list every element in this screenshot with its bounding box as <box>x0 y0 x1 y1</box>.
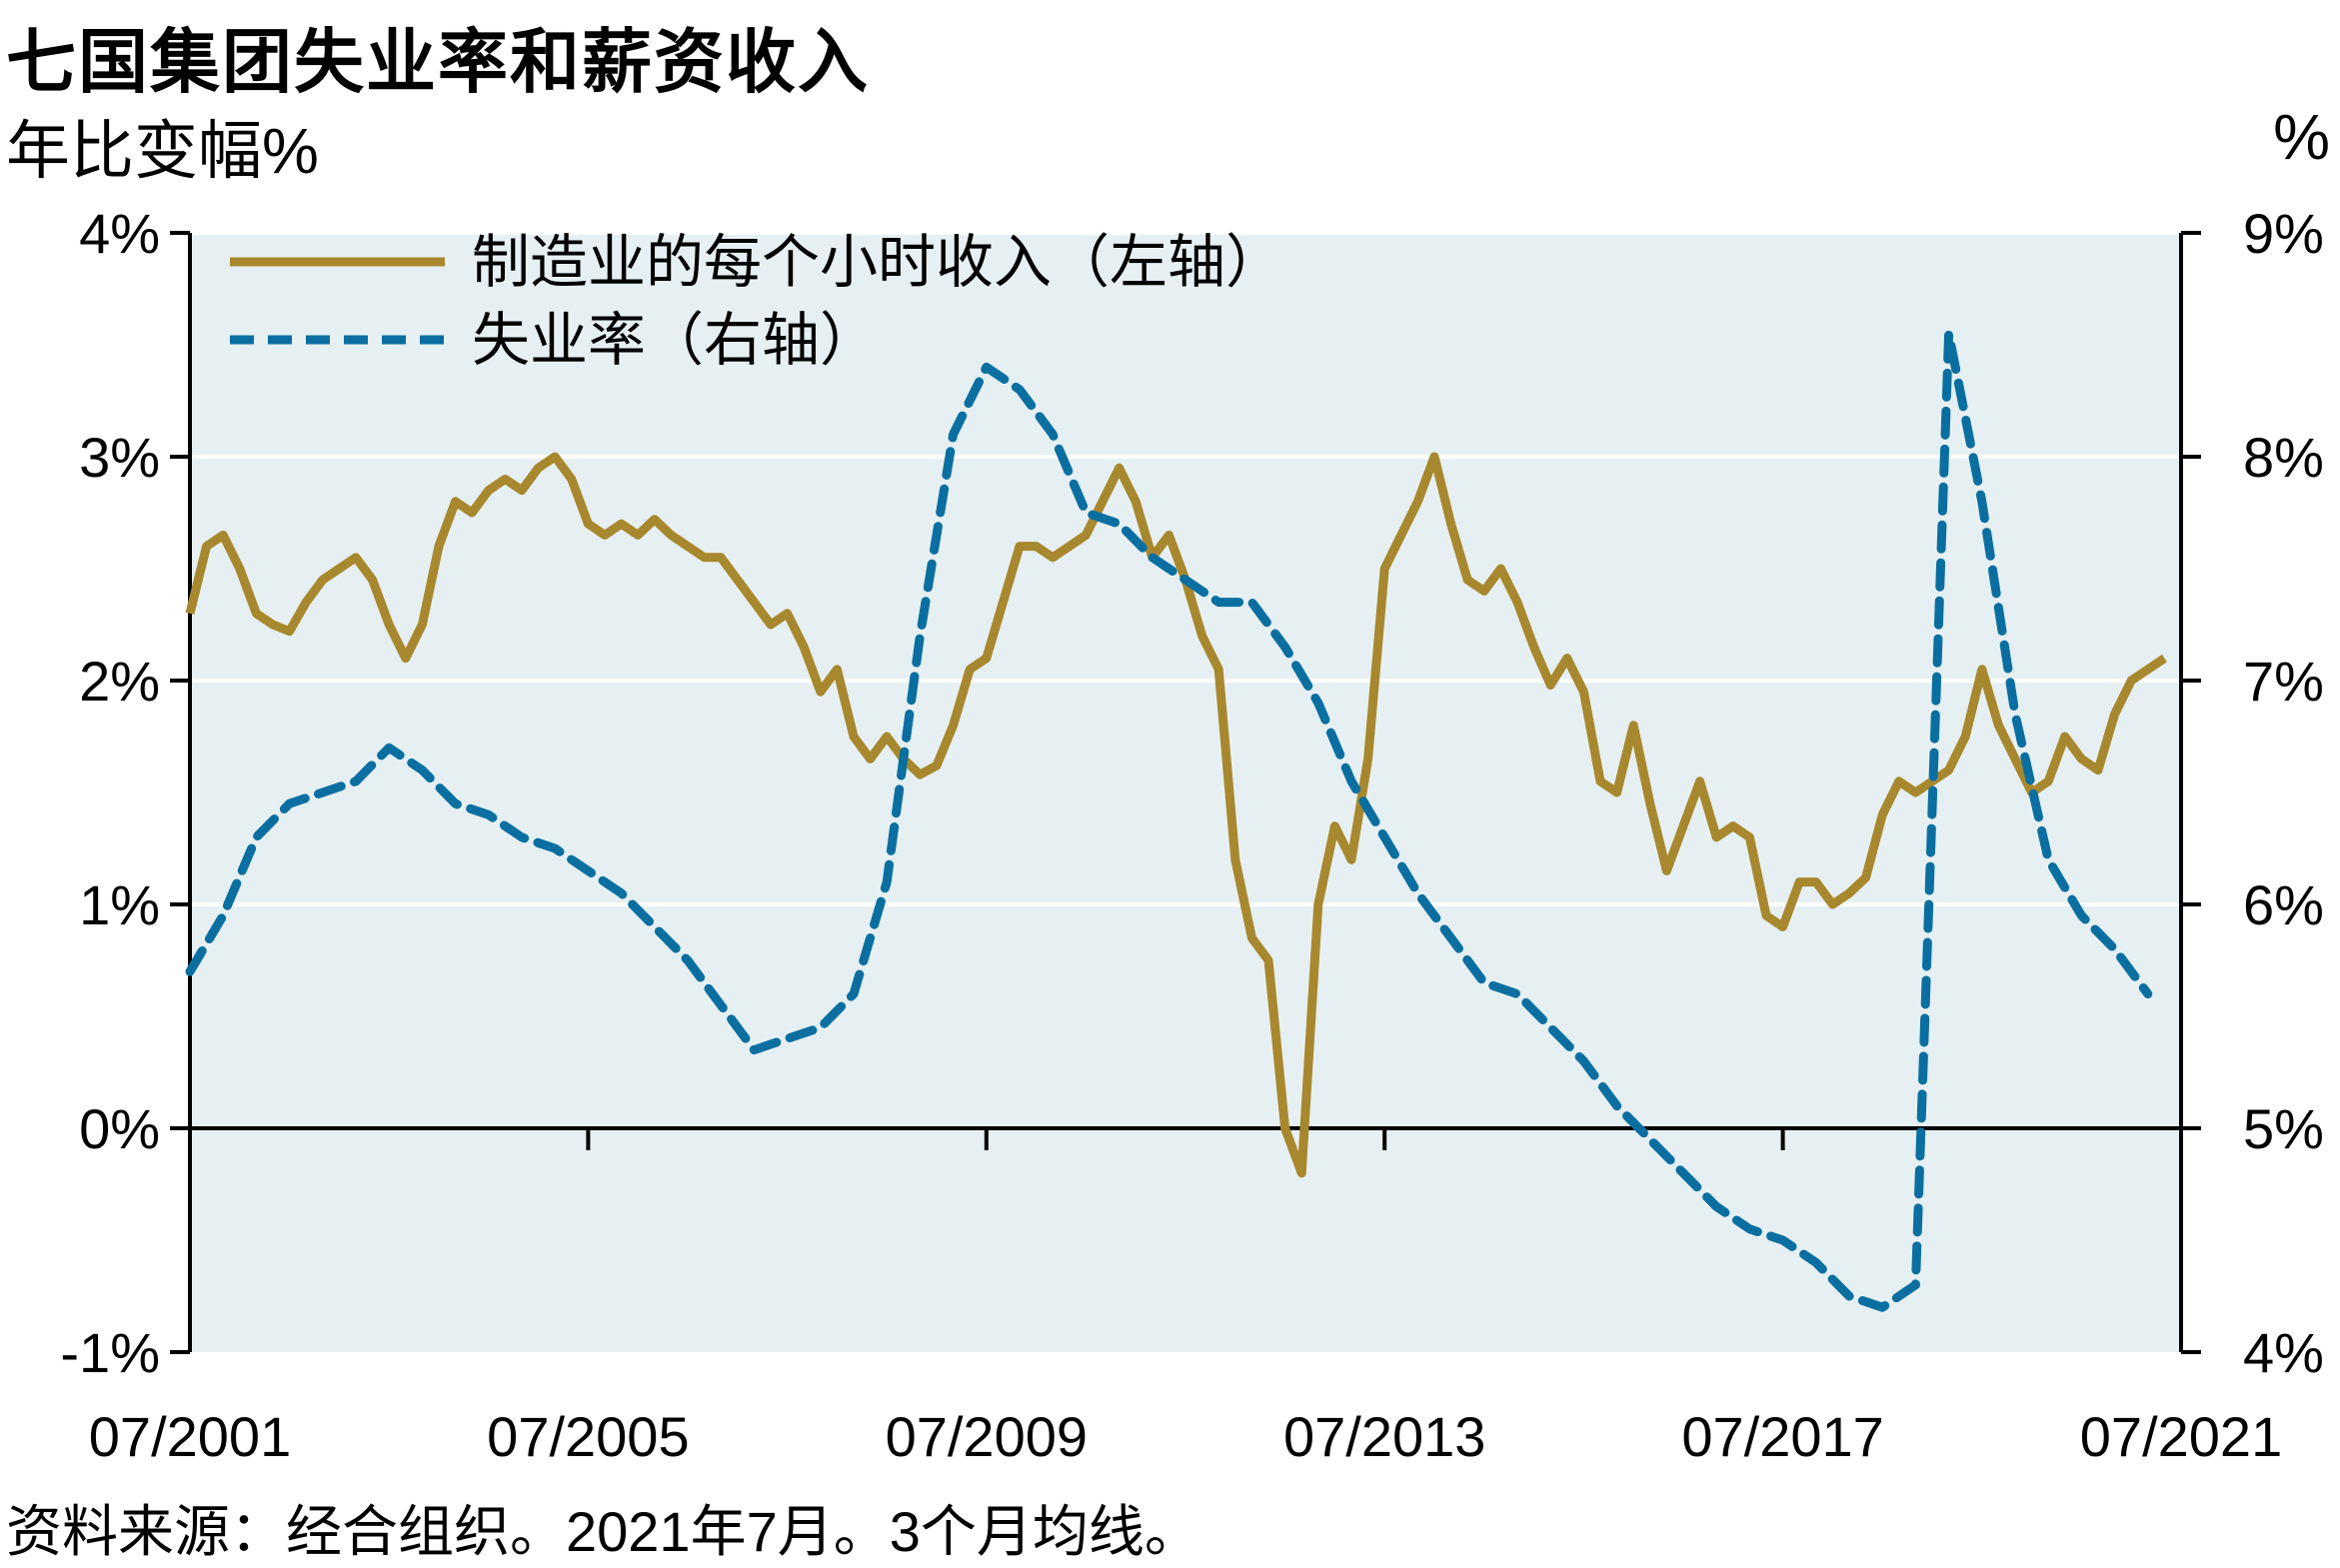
right-tick-label: 7% <box>2243 650 2324 713</box>
legend: 制造业的每个小时收入（左轴） 失业率（右轴） <box>230 230 1283 373</box>
right-tick-label: 5% <box>2243 1097 2324 1160</box>
right-axis-unit: % <box>2273 101 2330 173</box>
x-tick-label: 07/2021 <box>2080 1405 2282 1468</box>
legend-label-earnings: 制造业的每个小时收入（左轴） <box>472 230 1283 295</box>
chart-title: 七国集团失业率和薪资收入 <box>6 23 870 101</box>
axes: -1% 4% 0% 5% 1% 6% 2% 7% 3% 8% 4% 9% 07/2001 07/2005 0… <box>60 202 2324 1468</box>
legend-label-unemployment: 失业率（右轴） <box>472 308 878 373</box>
left-tick-label: 4% <box>79 202 160 265</box>
series-line-unemployment <box>185 329 2153 1312</box>
x-tick-label: 07/2001 <box>89 1405 291 1468</box>
x-tick-label: 07/2017 <box>1681 1405 1883 1468</box>
plot-background <box>190 233 2181 1352</box>
right-tick-label: 8% <box>2243 426 2324 489</box>
series-layer <box>185 329 2167 1312</box>
left-tick-label: 2% <box>79 650 160 713</box>
x-tick-label: 07/2009 <box>886 1405 1088 1468</box>
series-line-earnings <box>185 452 2167 1178</box>
x-tick-label: 07/2005 <box>487 1405 689 1468</box>
x-tick-label: 07/2013 <box>1283 1405 1485 1468</box>
right-tick-label: 9% <box>2243 202 2324 265</box>
left-tick-label: 1% <box>79 873 160 936</box>
left-tick-label: 3% <box>79 426 160 489</box>
left-tick-label: -1% <box>60 1321 160 1384</box>
left-tick-label: 0% <box>79 1097 160 1160</box>
right-tick-label: 4% <box>2243 1321 2324 1384</box>
left-axis-unit: 年比变幅% <box>6 115 319 187</box>
source-note: 资料来源：经合组织。2021年7月。3个月均线。 <box>6 1500 1200 1563</box>
right-tick-label: 6% <box>2243 873 2324 936</box>
gridlines <box>190 231 2181 906</box>
